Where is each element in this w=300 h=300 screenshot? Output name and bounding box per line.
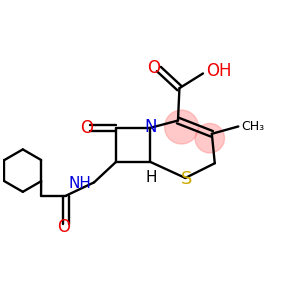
- Text: O: O: [57, 218, 70, 236]
- Text: CH₃: CH₃: [241, 120, 264, 133]
- Text: NH: NH: [69, 176, 92, 191]
- Text: OH: OH: [206, 62, 231, 80]
- Ellipse shape: [165, 110, 198, 144]
- Text: N: N: [144, 118, 157, 136]
- Text: H: H: [146, 169, 157, 184]
- Text: O: O: [80, 119, 93, 137]
- Ellipse shape: [195, 124, 224, 153]
- Text: O: O: [147, 58, 160, 76]
- Text: S: S: [181, 170, 193, 188]
